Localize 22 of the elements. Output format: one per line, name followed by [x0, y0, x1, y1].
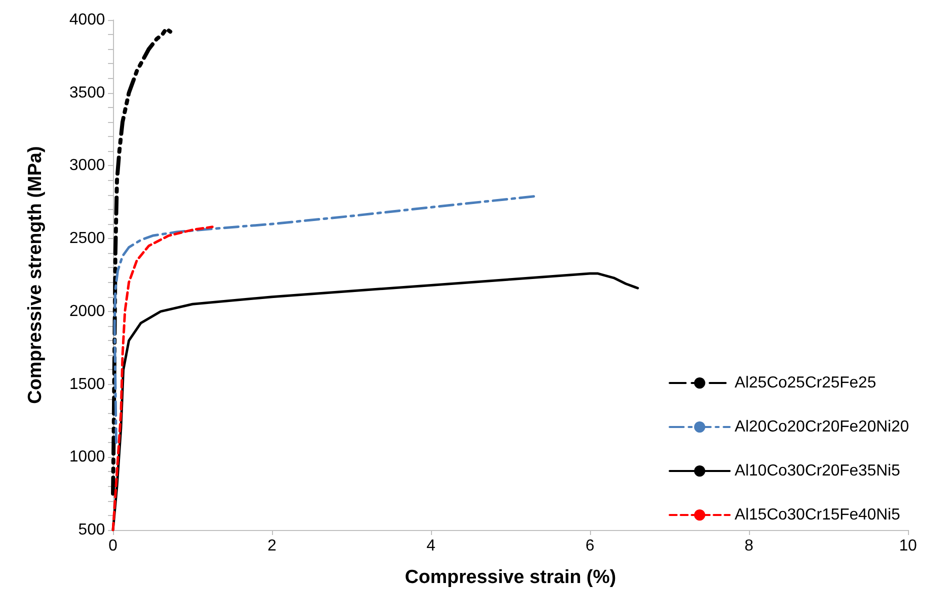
x-axis-title: Compressive strain (%): [404, 567, 616, 588]
x-tick-label: 4: [426, 538, 436, 554]
x-tick-label: 10: [899, 538, 917, 554]
y-tick-label: 1500: [69, 376, 106, 393]
legend-label: Al15Co30Cr15Fe40Ni5: [734, 506, 900, 524]
x-tick-label: 0: [108, 538, 118, 554]
x-tick-label: 6: [586, 538, 595, 554]
x-tick-label: 2: [268, 538, 277, 554]
y-tick-label: 2500: [69, 230, 106, 248]
y-tick-label: 500: [78, 522, 106, 538]
y-tick-label: 4000: [69, 12, 106, 28]
legend-label: Al10Co30Cr20Fe35Ni5: [734, 462, 900, 480]
y-axis-title: Compressive strength (MPa): [25, 146, 46, 404]
legend-label: Al20Co20Cr20Fe20Ni20: [734, 418, 910, 436]
y-tick-label: 3500: [69, 84, 106, 102]
y-tick-label: 3000: [69, 157, 106, 174]
line-series: [112, 226, 214, 532]
line-series: [113, 195, 536, 444]
x-tick-label: 8: [744, 538, 754, 554]
y-tick-label: 1000: [69, 448, 106, 466]
legend-label: Al25Co25Cr25Fe25: [734, 374, 876, 392]
y-tick-label: 2000: [69, 302, 106, 320]
